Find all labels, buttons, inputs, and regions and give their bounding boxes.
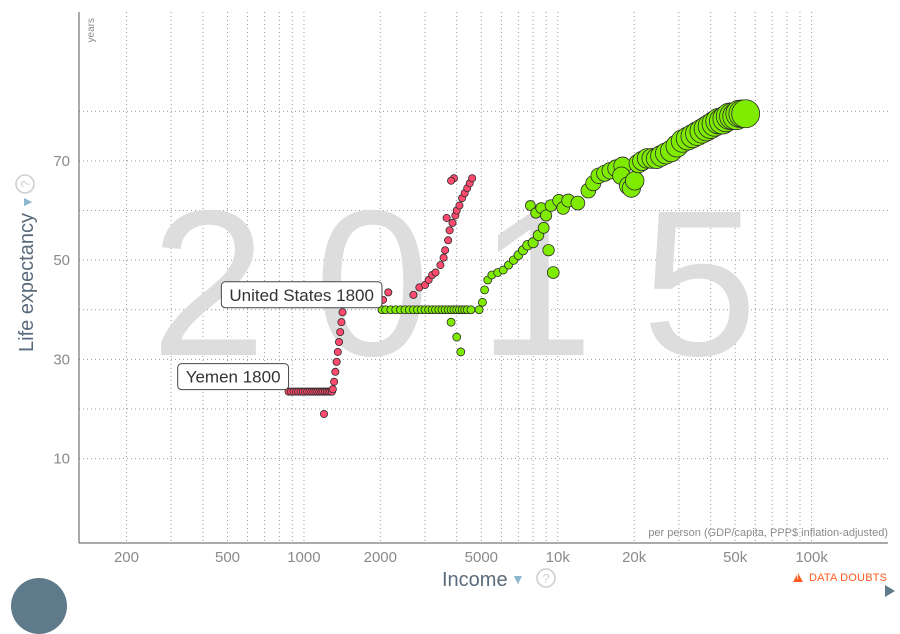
y-axis-help-icon[interactable]: ? xyxy=(15,174,35,194)
annotation-text: United States 1800 xyxy=(229,286,374,305)
svg-text:?: ? xyxy=(542,571,549,586)
series-united-states xyxy=(377,99,761,357)
x-axis-title[interactable]: Income xyxy=(442,569,508,591)
y-axis-dropdown-icon[interactable]: ▼ xyxy=(19,195,35,209)
bubble-point xyxy=(731,99,761,129)
annotation-text: Yemen 1800 xyxy=(186,368,281,387)
bubble-point xyxy=(466,305,476,315)
bubble-point xyxy=(409,290,418,299)
bubble-point xyxy=(446,317,456,327)
bubble-point xyxy=(540,209,553,222)
bubble-point xyxy=(452,332,462,342)
bubble-point xyxy=(444,236,453,245)
y-tick-label: 30 xyxy=(53,351,70,368)
bubble-point xyxy=(468,174,477,183)
bubble-point xyxy=(333,347,342,356)
x-tick-label: 200 xyxy=(114,549,139,566)
bubble-point xyxy=(384,288,393,297)
bubble-point xyxy=(445,226,454,235)
bubble-point xyxy=(441,246,450,255)
bubble-point xyxy=(337,318,346,327)
panel-arrow-icon[interactable] xyxy=(885,585,895,597)
warning-icon xyxy=(793,573,803,582)
bubble-point xyxy=(537,221,550,234)
bubble-point xyxy=(338,308,347,317)
bubble-trails xyxy=(284,99,761,418)
tick-labels: 200 500 1000 2000 5000 10k 20k 50k 100k 10 30 50 70 xyxy=(53,153,828,566)
y-tick-label: 70 xyxy=(53,153,70,170)
annotation-labels: United States 1800 Yemen 1800 xyxy=(177,281,383,391)
gridlines xyxy=(79,12,888,543)
bubble-chart[interactable]: 2015 200 500 1000 2000 5000 10k 20k 50k 100k1030… xyxy=(0,0,900,592)
bubble-point xyxy=(330,377,339,386)
x-tick-label: 20k xyxy=(622,549,647,566)
data-doubts-link[interactable]: DATA DOUBTS xyxy=(793,572,887,584)
y-tick-label: 10 xyxy=(53,451,70,468)
y-axis-title-group[interactable]: Life expectancy ▼ ? xyxy=(15,174,38,352)
bubble-point xyxy=(480,285,489,295)
bubble-point xyxy=(436,261,445,270)
x-tick-label: 10k xyxy=(546,549,571,566)
x-tick-label: 2000 xyxy=(364,549,397,566)
bubble-point xyxy=(570,195,586,211)
play-button-partial[interactable] xyxy=(11,578,67,634)
annotation-box xyxy=(177,363,290,391)
bubble-point xyxy=(524,200,536,211)
y-axis-title[interactable]: Life expectancy xyxy=(16,213,38,352)
x-axis-title-group[interactable]: Income ▼ ? xyxy=(442,568,556,591)
bubble-point xyxy=(320,409,329,418)
x-tick-label: 500 xyxy=(215,549,240,566)
bubble-point xyxy=(431,268,440,277)
bubble-point xyxy=(546,266,560,279)
bubble-point xyxy=(455,201,464,210)
data-doubts-label[interactable]: DATA DOUBTS xyxy=(809,572,888,584)
svg-text:?: ? xyxy=(18,180,33,187)
x-tick-label: 50k xyxy=(723,549,748,566)
bubble-point xyxy=(456,347,466,357)
annotation-box xyxy=(220,281,383,309)
bubble-point xyxy=(328,385,337,394)
bubble-point xyxy=(542,244,555,257)
x-axis-help-icon[interactable]: ? xyxy=(536,568,556,588)
bubble-point xyxy=(447,176,456,185)
bubble-point xyxy=(442,213,451,222)
bubble-point xyxy=(331,367,340,376)
x-tick-label: 100k xyxy=(795,549,828,566)
bubble-point xyxy=(474,305,484,315)
y-unit-note: years xyxy=(86,18,97,42)
annotation-label: United States 1800 xyxy=(220,281,383,309)
axes xyxy=(78,12,888,544)
bubble-point xyxy=(478,297,487,307)
x-axis-dropdown-icon[interactable]: ▼ xyxy=(511,571,525,587)
bubble-point xyxy=(332,357,341,366)
bubble-point xyxy=(336,328,345,337)
bubble-point xyxy=(335,338,344,347)
bubble-point xyxy=(439,253,448,262)
x-unit-note: per person (GDP/capita, PPP$ inflation-a… xyxy=(648,527,888,539)
bubble-point xyxy=(448,218,457,227)
x-tick-label: 1000 xyxy=(287,549,320,566)
y-tick-label: 50 xyxy=(53,252,70,269)
x-tick-label: 5000 xyxy=(465,549,498,566)
bubble-point xyxy=(625,171,645,191)
annotation-label: Yemen 1800 xyxy=(177,363,290,391)
